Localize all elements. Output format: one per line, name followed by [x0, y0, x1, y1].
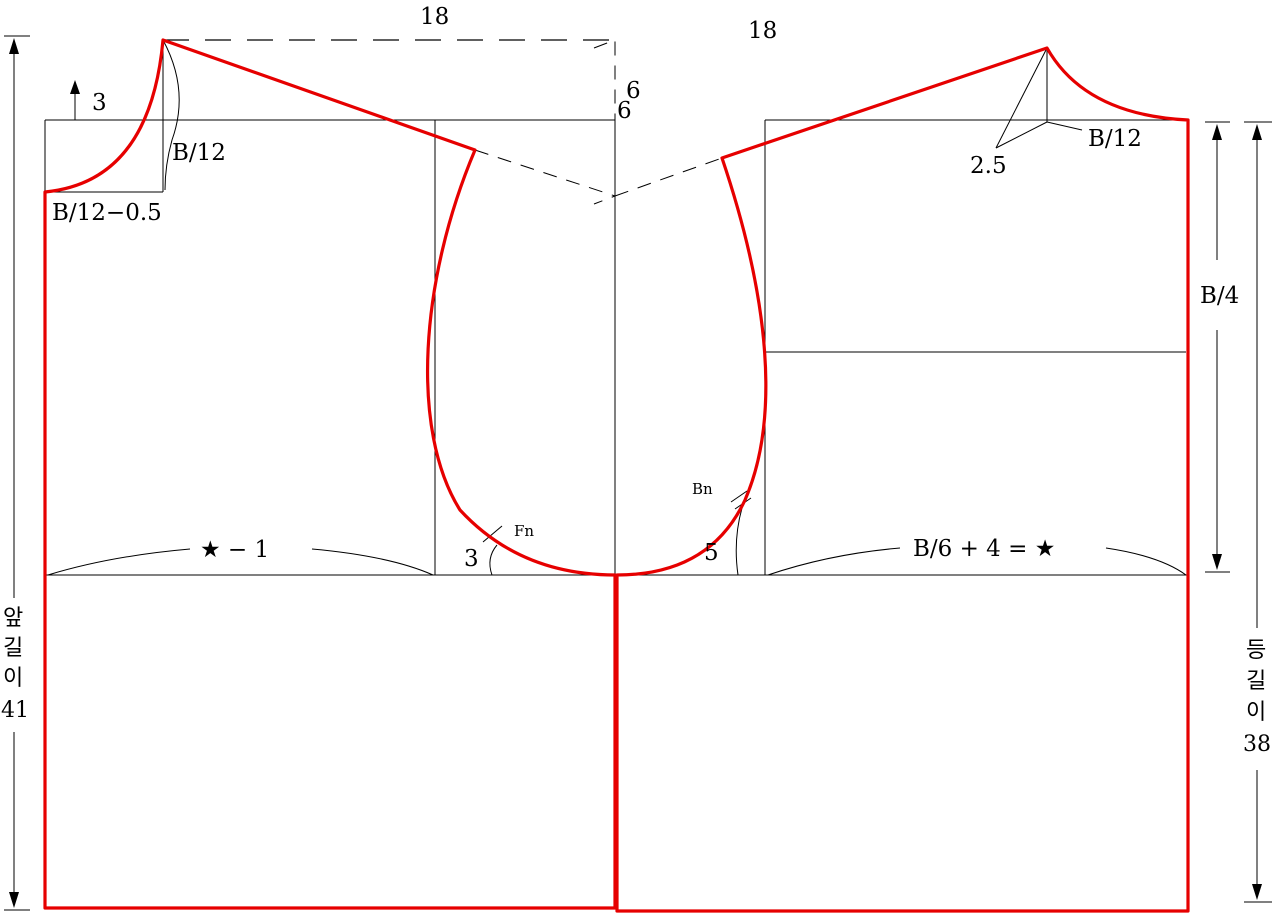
front-length-arrow-down [9, 892, 19, 908]
back-neck-leader [1046, 121, 1083, 131]
back-chest-label: B/6 + 4 = ★ [913, 536, 1055, 562]
back-chest-leader-right [1105, 547, 1187, 576]
front-notch-mark [482, 525, 503, 543]
front-chest-leader-left [47, 548, 191, 576]
b4-arrow-up [1212, 124, 1222, 140]
front-length-char-1: 앞 [3, 606, 23, 631]
front-length-char-2: 길 [3, 636, 23, 661]
back-length-arrow-up [1252, 124, 1262, 140]
front-chest-leader-right [311, 548, 434, 576]
back-length-value: 38 [1243, 732, 1271, 757]
shoulder-drop-label-b: 6 [617, 98, 632, 124]
front-shoulder-extension-dashed [474, 149, 616, 197]
dashed-construction [162, 39, 1048, 205]
back-shoulder-extension-dashed [614, 157, 723, 197]
back-neck-base [995, 121, 1048, 149]
back-neck-rise-label: 2.5 [970, 153, 1007, 179]
back-length-char-2: 길 [1246, 669, 1266, 694]
back-piece-outline [615, 46, 1190, 913]
back-neck-width-label: B/12 [1088, 126, 1142, 152]
front-neck-width-label: B/12−0.5 [52, 200, 162, 226]
shoulder-rise-label: 3 [92, 90, 107, 116]
shoulder-drop-label-a: 6 [626, 78, 641, 104]
front-length-char-3: 이 [3, 666, 23, 691]
rise-arrow-head [70, 80, 80, 94]
front-length-arrow-up [9, 38, 19, 54]
pattern-outline [43, 38, 1190, 913]
front-length-value: 41 [1, 698, 29, 723]
back-length-char-1: 등 [1246, 638, 1266, 663]
back-top-width-label: 18 [748, 18, 777, 44]
shoulder-drop-bracket [593, 39, 616, 205]
front-chest-label: ★ − 1 [200, 537, 269, 563]
b4-arrow-down [1212, 554, 1222, 570]
front-armhole-angle-arc [489, 544, 498, 576]
front-top-width-label: 18 [420, 4, 449, 30]
back-length-arrow-down [1252, 884, 1262, 900]
back-length-char-3: 이 [1246, 700, 1266, 725]
back-neck-slant [995, 47, 1048, 149]
labels: 18 18 3 6 6 B/12 B/12−0.5 B/12 2.5 B/4 ★… [1, 4, 1271, 757]
front-notch-label: Fn [514, 522, 534, 540]
back-notch-label: Bn [692, 480, 713, 498]
front-neck-depth-label: B/12 [172, 140, 226, 166]
back-armhole-angle-arc [735, 507, 743, 576]
front-neck-depth-leader [162, 39, 180, 191]
back-armhole-depth-label: B/4 [1200, 283, 1239, 309]
back-armhole-angle-label: 5 [704, 540, 719, 566]
dimension-arrows [4, 35, 1272, 911]
back-chest-leader-left [767, 547, 901, 576]
back-notch-mark-1 [730, 490, 748, 503]
front-armhole-angle-label: 3 [464, 546, 479, 572]
front-piece-outline [43, 38, 617, 910]
